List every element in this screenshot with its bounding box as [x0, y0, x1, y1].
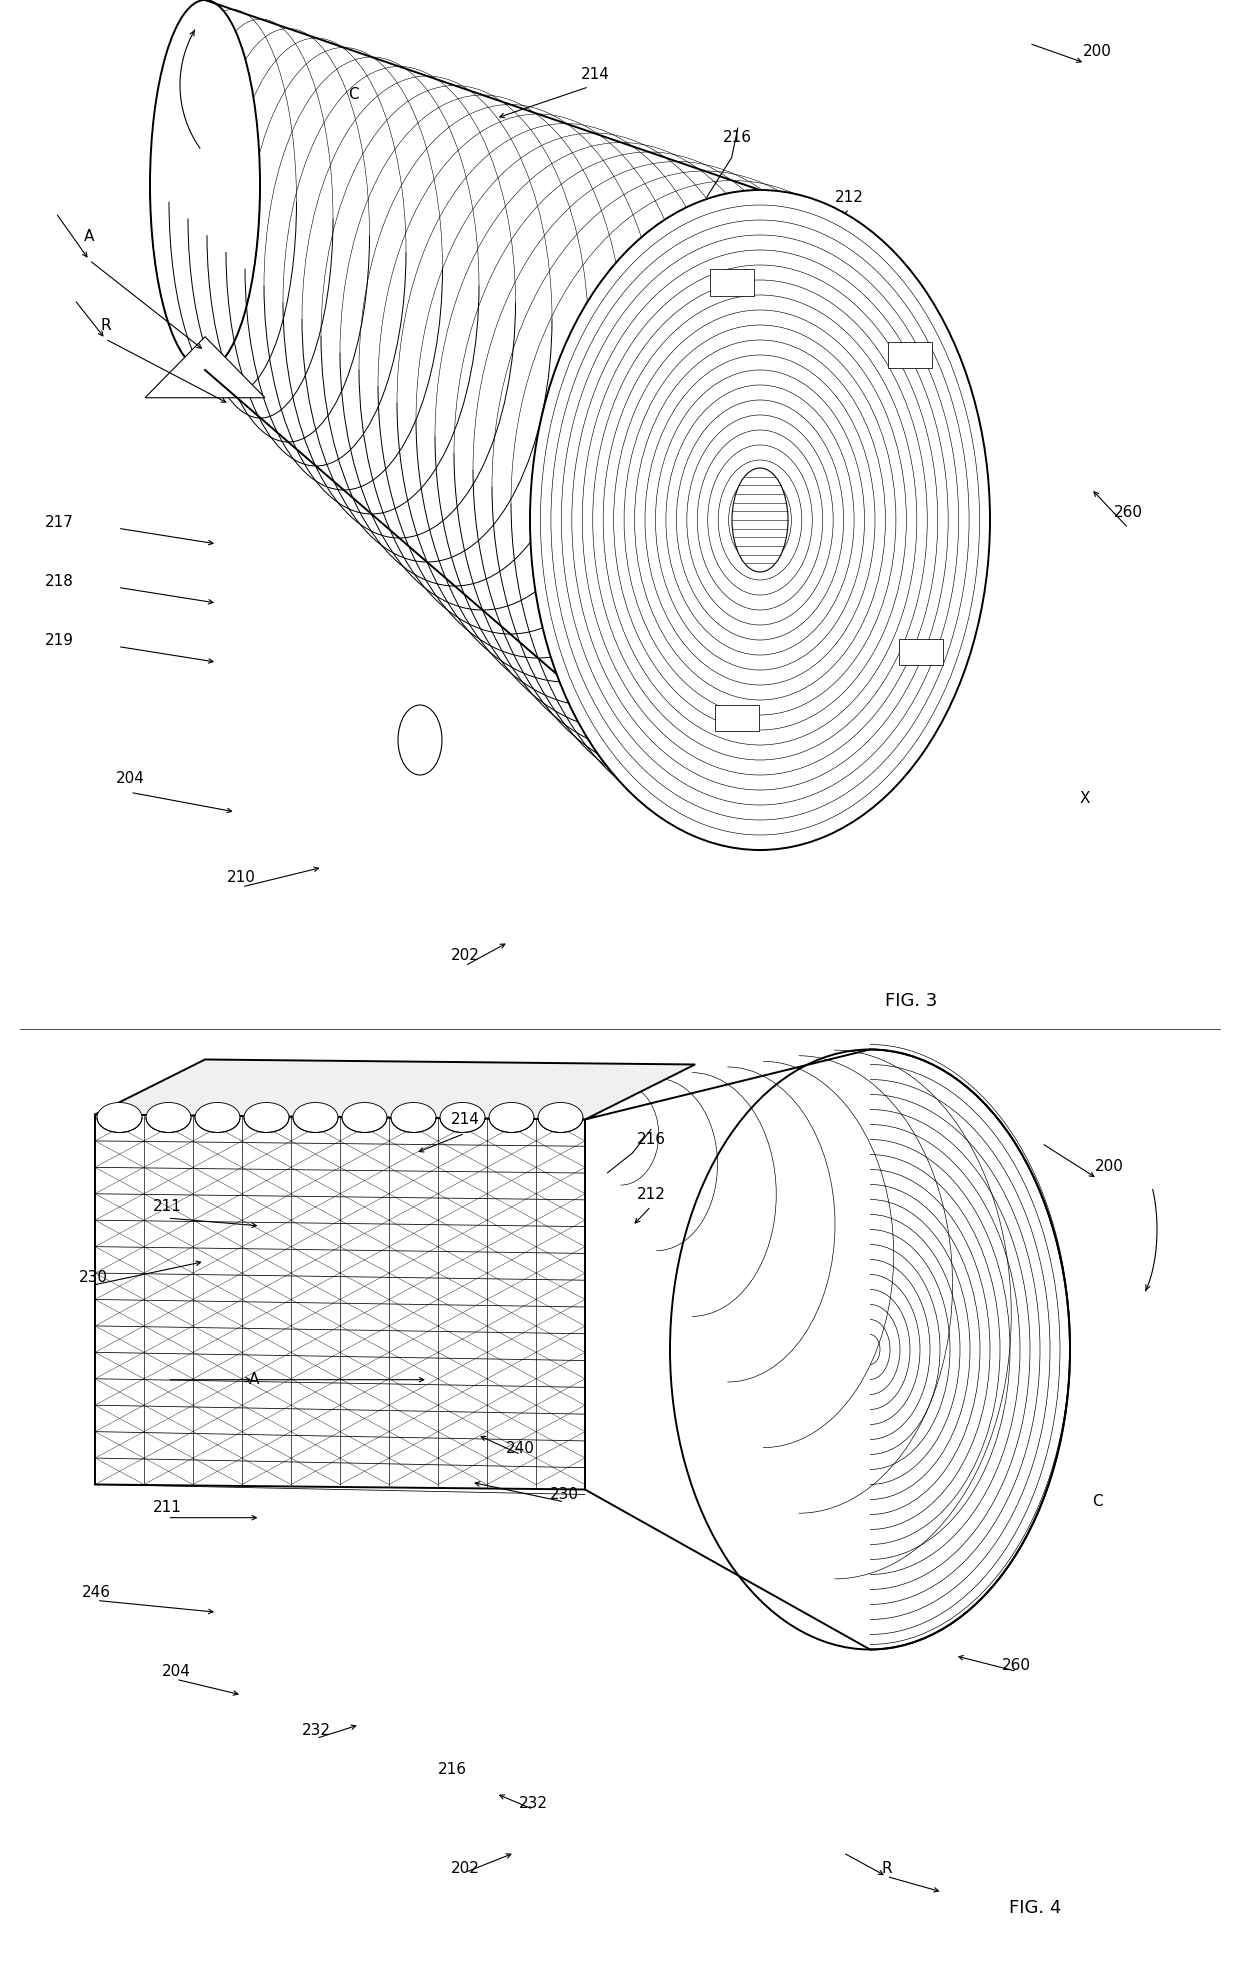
Ellipse shape [440, 1102, 485, 1133]
Text: 202: 202 [450, 1861, 480, 1876]
Text: 214: 214 [450, 1112, 480, 1127]
Ellipse shape [146, 1102, 191, 1133]
Ellipse shape [150, 0, 260, 371]
Text: 212: 212 [636, 1187, 666, 1202]
Text: 230: 230 [78, 1269, 108, 1285]
Text: 216: 216 [438, 1762, 467, 1778]
Ellipse shape [529, 189, 990, 850]
Text: 218: 218 [45, 574, 74, 589]
Text: 214: 214 [580, 67, 610, 83]
Text: 216: 216 [723, 130, 753, 146]
Text: 211: 211 [153, 1500, 182, 1516]
Bar [711, 270, 754, 296]
Text: FIG. 3: FIG. 3 [885, 991, 937, 1011]
Ellipse shape [195, 1102, 241, 1133]
Text: 210: 210 [227, 869, 257, 885]
Text: 212: 212 [835, 189, 864, 205]
Text: A: A [249, 1372, 259, 1388]
Polygon shape [95, 1060, 694, 1120]
Polygon shape [145, 337, 265, 398]
Ellipse shape [670, 1049, 1070, 1650]
Ellipse shape [489, 1102, 534, 1133]
Text: C: C [348, 87, 358, 102]
Bar [899, 639, 942, 664]
Bar [715, 706, 759, 731]
Ellipse shape [398, 706, 441, 775]
Text: 200: 200 [1083, 43, 1112, 59]
Ellipse shape [538, 1102, 583, 1133]
Ellipse shape [391, 1102, 436, 1133]
Text: 216: 216 [636, 1131, 666, 1147]
Text: 202: 202 [450, 948, 480, 964]
Text: 260: 260 [1114, 505, 1143, 520]
Text: 232: 232 [301, 1723, 331, 1738]
Ellipse shape [342, 1102, 387, 1133]
Text: 219: 219 [45, 633, 74, 648]
Text: A: A [84, 229, 94, 244]
Text: R: R [100, 317, 110, 333]
Text: 240: 240 [506, 1441, 536, 1457]
Text: 246: 246 [82, 1585, 112, 1600]
Text: R: R [882, 1861, 892, 1876]
Ellipse shape [244, 1102, 289, 1133]
Ellipse shape [97, 1102, 143, 1133]
Text: 232: 232 [518, 1796, 548, 1811]
Text: 260: 260 [1002, 1658, 1032, 1673]
Text: 204: 204 [115, 771, 145, 786]
Text: 211: 211 [153, 1198, 182, 1214]
Text: 200: 200 [1095, 1159, 1125, 1175]
Bar [888, 341, 931, 369]
Ellipse shape [293, 1102, 339, 1133]
Text: X: X [1080, 790, 1090, 806]
Text: C: C [1092, 1494, 1102, 1510]
Ellipse shape [732, 467, 787, 572]
Text: 204: 204 [161, 1664, 191, 1679]
Text: 217: 217 [45, 514, 74, 530]
Text: 230: 230 [549, 1486, 579, 1502]
Text: FIG. 4: FIG. 4 [1009, 1898, 1061, 1918]
